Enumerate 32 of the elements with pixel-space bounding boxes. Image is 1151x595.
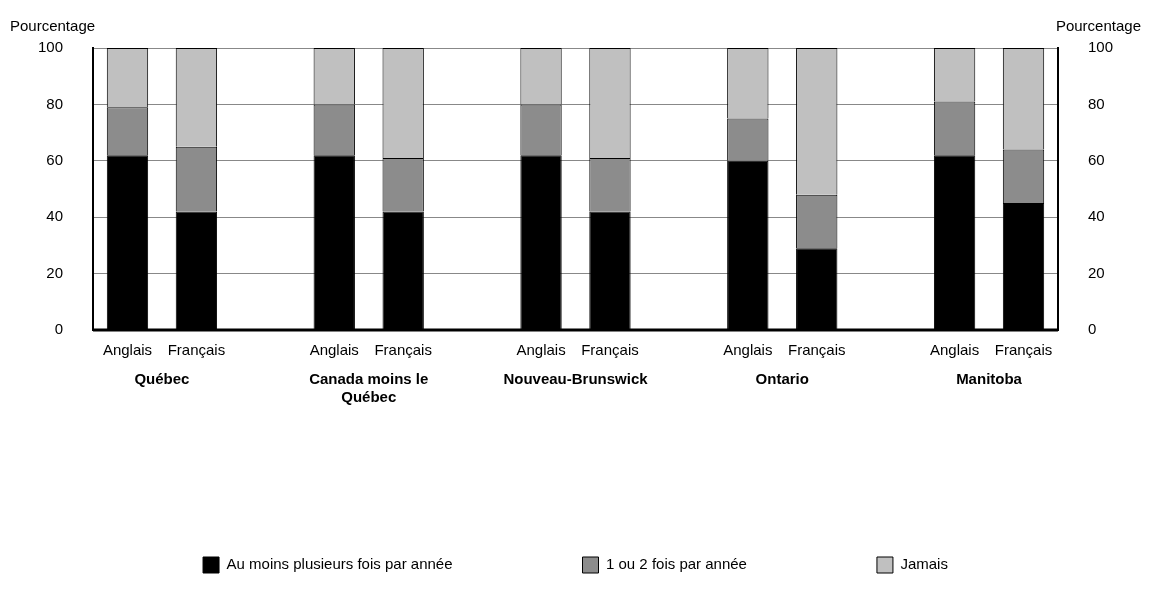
y-tick-label: 0 <box>54 320 64 338</box>
x-tick-label: Anglais <box>102 341 153 359</box>
y2-tick-label: 60 <box>1087 150 1105 168</box>
legend-label: Jamais <box>900 555 948 573</box>
text: Canada moins le Québec <box>309 369 429 405</box>
y2-tick-label: 0 <box>1087 320 1097 338</box>
x-tick-label: Anglais <box>309 341 359 359</box>
y-axis-title: Pourcentage <box>10 16 96 34</box>
x-tick-label: Français <box>581 341 639 359</box>
x-tick-label: Français <box>787 341 846 359</box>
y2-tick-label: 100 <box>1087 38 1113 56</box>
x-tick-label: Français <box>374 341 432 359</box>
text: Nouveau-Brunswick <box>503 369 649 387</box>
x-tick-label: Anglais <box>723 341 773 359</box>
legend-label: 1 ou 2 fois par année <box>606 555 747 573</box>
y-tick-label: 60 <box>46 150 64 168</box>
text: Ontario <box>755 369 809 387</box>
y2-tick-label: 20 <box>1087 263 1105 281</box>
y-tick-label: 40 <box>46 207 64 225</box>
y-tick-label: 20 <box>46 263 64 281</box>
x-tick-label: Anglais <box>516 341 566 359</box>
y2-tick-label: 80 <box>1087 94 1105 112</box>
y-tick-label: 80 <box>46 94 64 112</box>
x-tick-label: Français <box>167 341 226 359</box>
legend-label: Au moins plusieurs fois par année <box>226 555 453 573</box>
y2-tick-label: 40 <box>1087 207 1105 225</box>
y2-axis-title: Pourcentage <box>1055 16 1141 34</box>
y-tick-label: 100 <box>38 38 64 56</box>
text: Manitoba <box>956 369 1023 387</box>
text: Québec <box>134 369 190 387</box>
x-tick-label: Anglais <box>929 341 980 359</box>
x-tick-label: Français <box>994 341 1053 359</box>
